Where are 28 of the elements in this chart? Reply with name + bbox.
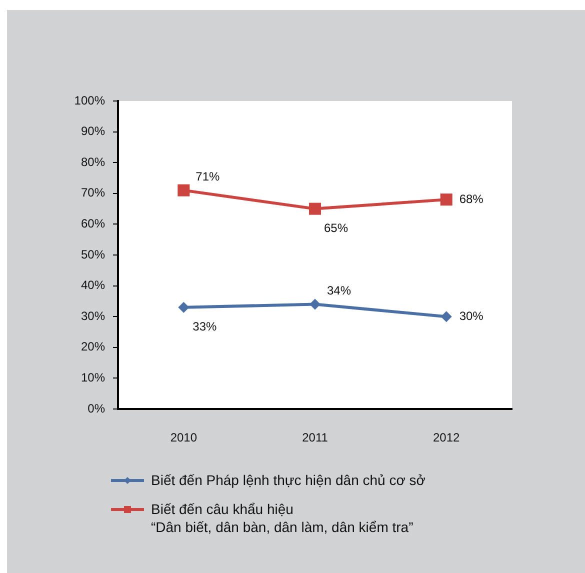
y-tick-label: 40% — [80, 278, 106, 292]
x-tick-label: 2011 — [302, 430, 328, 445]
point — [308, 202, 322, 215]
y-tick-label: 20% — [80, 340, 106, 354]
y-tick-label: 10% — [80, 370, 106, 385]
y-tick-label: 70% — [80, 186, 106, 200]
data-label: 65% — [324, 221, 348, 236]
x-tick-label: 2010 — [170, 430, 198, 445]
point — [440, 194, 452, 206]
point — [440, 311, 452, 322]
point — [178, 302, 190, 313]
data-label: 33% — [192, 320, 218, 334]
y-tick-label: 50% — [80, 247, 106, 262]
data-label: 34% — [327, 284, 352, 298]
y-tick-label: 0% — [88, 401, 106, 416]
y-tick-label: 100% — [74, 93, 106, 108]
data-label: 68% — [459, 192, 484, 206]
y-tick-label: 90% — [80, 124, 106, 138]
data-label: 30% — [459, 308, 484, 323]
legend-label: Biết đến Pháp lệnh thực hiện dân chủ cơ sở — [151, 471, 426, 489]
y-tick-label: 80% — [80, 154, 106, 169]
legend-label: Biết đến câu khẩu hiệu “Dân biết, dân bàn, dân làm, dân kiểm tra” — [151, 500, 414, 536]
data-label: 71% — [196, 170, 220, 184]
x-tick-label: 2012 — [432, 430, 460, 445]
y-tick-label: 60% — [80, 216, 106, 231]
point — [310, 298, 320, 310]
point — [178, 184, 190, 196]
y-tick-label: 30% — [80, 308, 106, 323]
